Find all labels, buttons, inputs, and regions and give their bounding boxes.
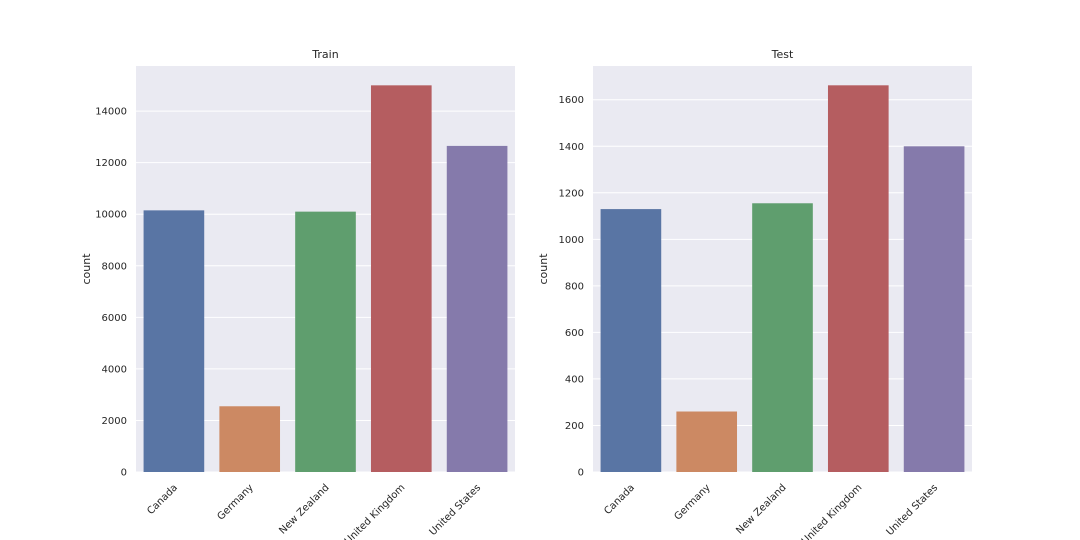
bar-new-zealand [295,211,356,472]
y-tick-label: 1000 [559,235,584,246]
y-tick-label: 14000 [95,107,127,118]
y-tick-label: 1200 [559,188,584,199]
chart-panel-0: 0 2000 4000 6000 8000 10000 12000 14000 Canada Ge… [80,48,515,540]
y-tick-label: 10000 [95,210,127,221]
y-tick-label: 600 [565,328,584,339]
bar-canada [600,209,662,473]
bar-germany [676,411,738,472]
x-tick-label: Canada [145,482,180,517]
y-tick-label: 1400 [559,142,584,153]
y-tick-label: 400 [565,374,584,385]
bar-united-states [446,145,508,472]
y-axis-label: count [80,253,93,285]
x-tick-label: United Kingdom [800,482,865,540]
x-tick-label: United States [885,482,941,538]
bar-united-kingdom [370,85,432,472]
x-tick-label: Canada [602,482,637,517]
x-tick-label: New Zealand [734,482,788,536]
y-tick-label: 4000 [102,364,127,375]
chart-title: Train [311,48,338,61]
y-tick-label: 8000 [102,261,127,272]
bar-new-zealand [752,203,813,472]
x-tick-label: United Kingdom [343,482,408,540]
bar-canada [143,210,205,472]
x-tick-label: United States [428,482,484,538]
y-axis-label: count [537,253,550,285]
y-tick-label: 6000 [102,313,127,324]
y-tick-label: 0 [121,468,127,479]
y-tick-label: 800 [565,281,584,292]
y-tick-label: 0 [578,468,584,479]
y-tick-label: 1600 [559,95,584,106]
chart-panel-1: 0 200 400 600 800 1000 1200 1400 1600 Canada Germa… [537,48,972,540]
bar-united-states [903,146,965,472]
x-tick-label: Germany [216,482,256,522]
bar-united-kingdom [827,85,889,473]
y-tick-label: 200 [565,421,584,432]
chart-title: Test [771,48,794,61]
y-tick-label: 2000 [102,416,127,427]
bar-germany [219,406,281,472]
y-tick-label: 12000 [95,158,127,169]
x-tick-label: New Zealand [277,482,331,536]
x-tick-label: Germany [673,482,713,522]
